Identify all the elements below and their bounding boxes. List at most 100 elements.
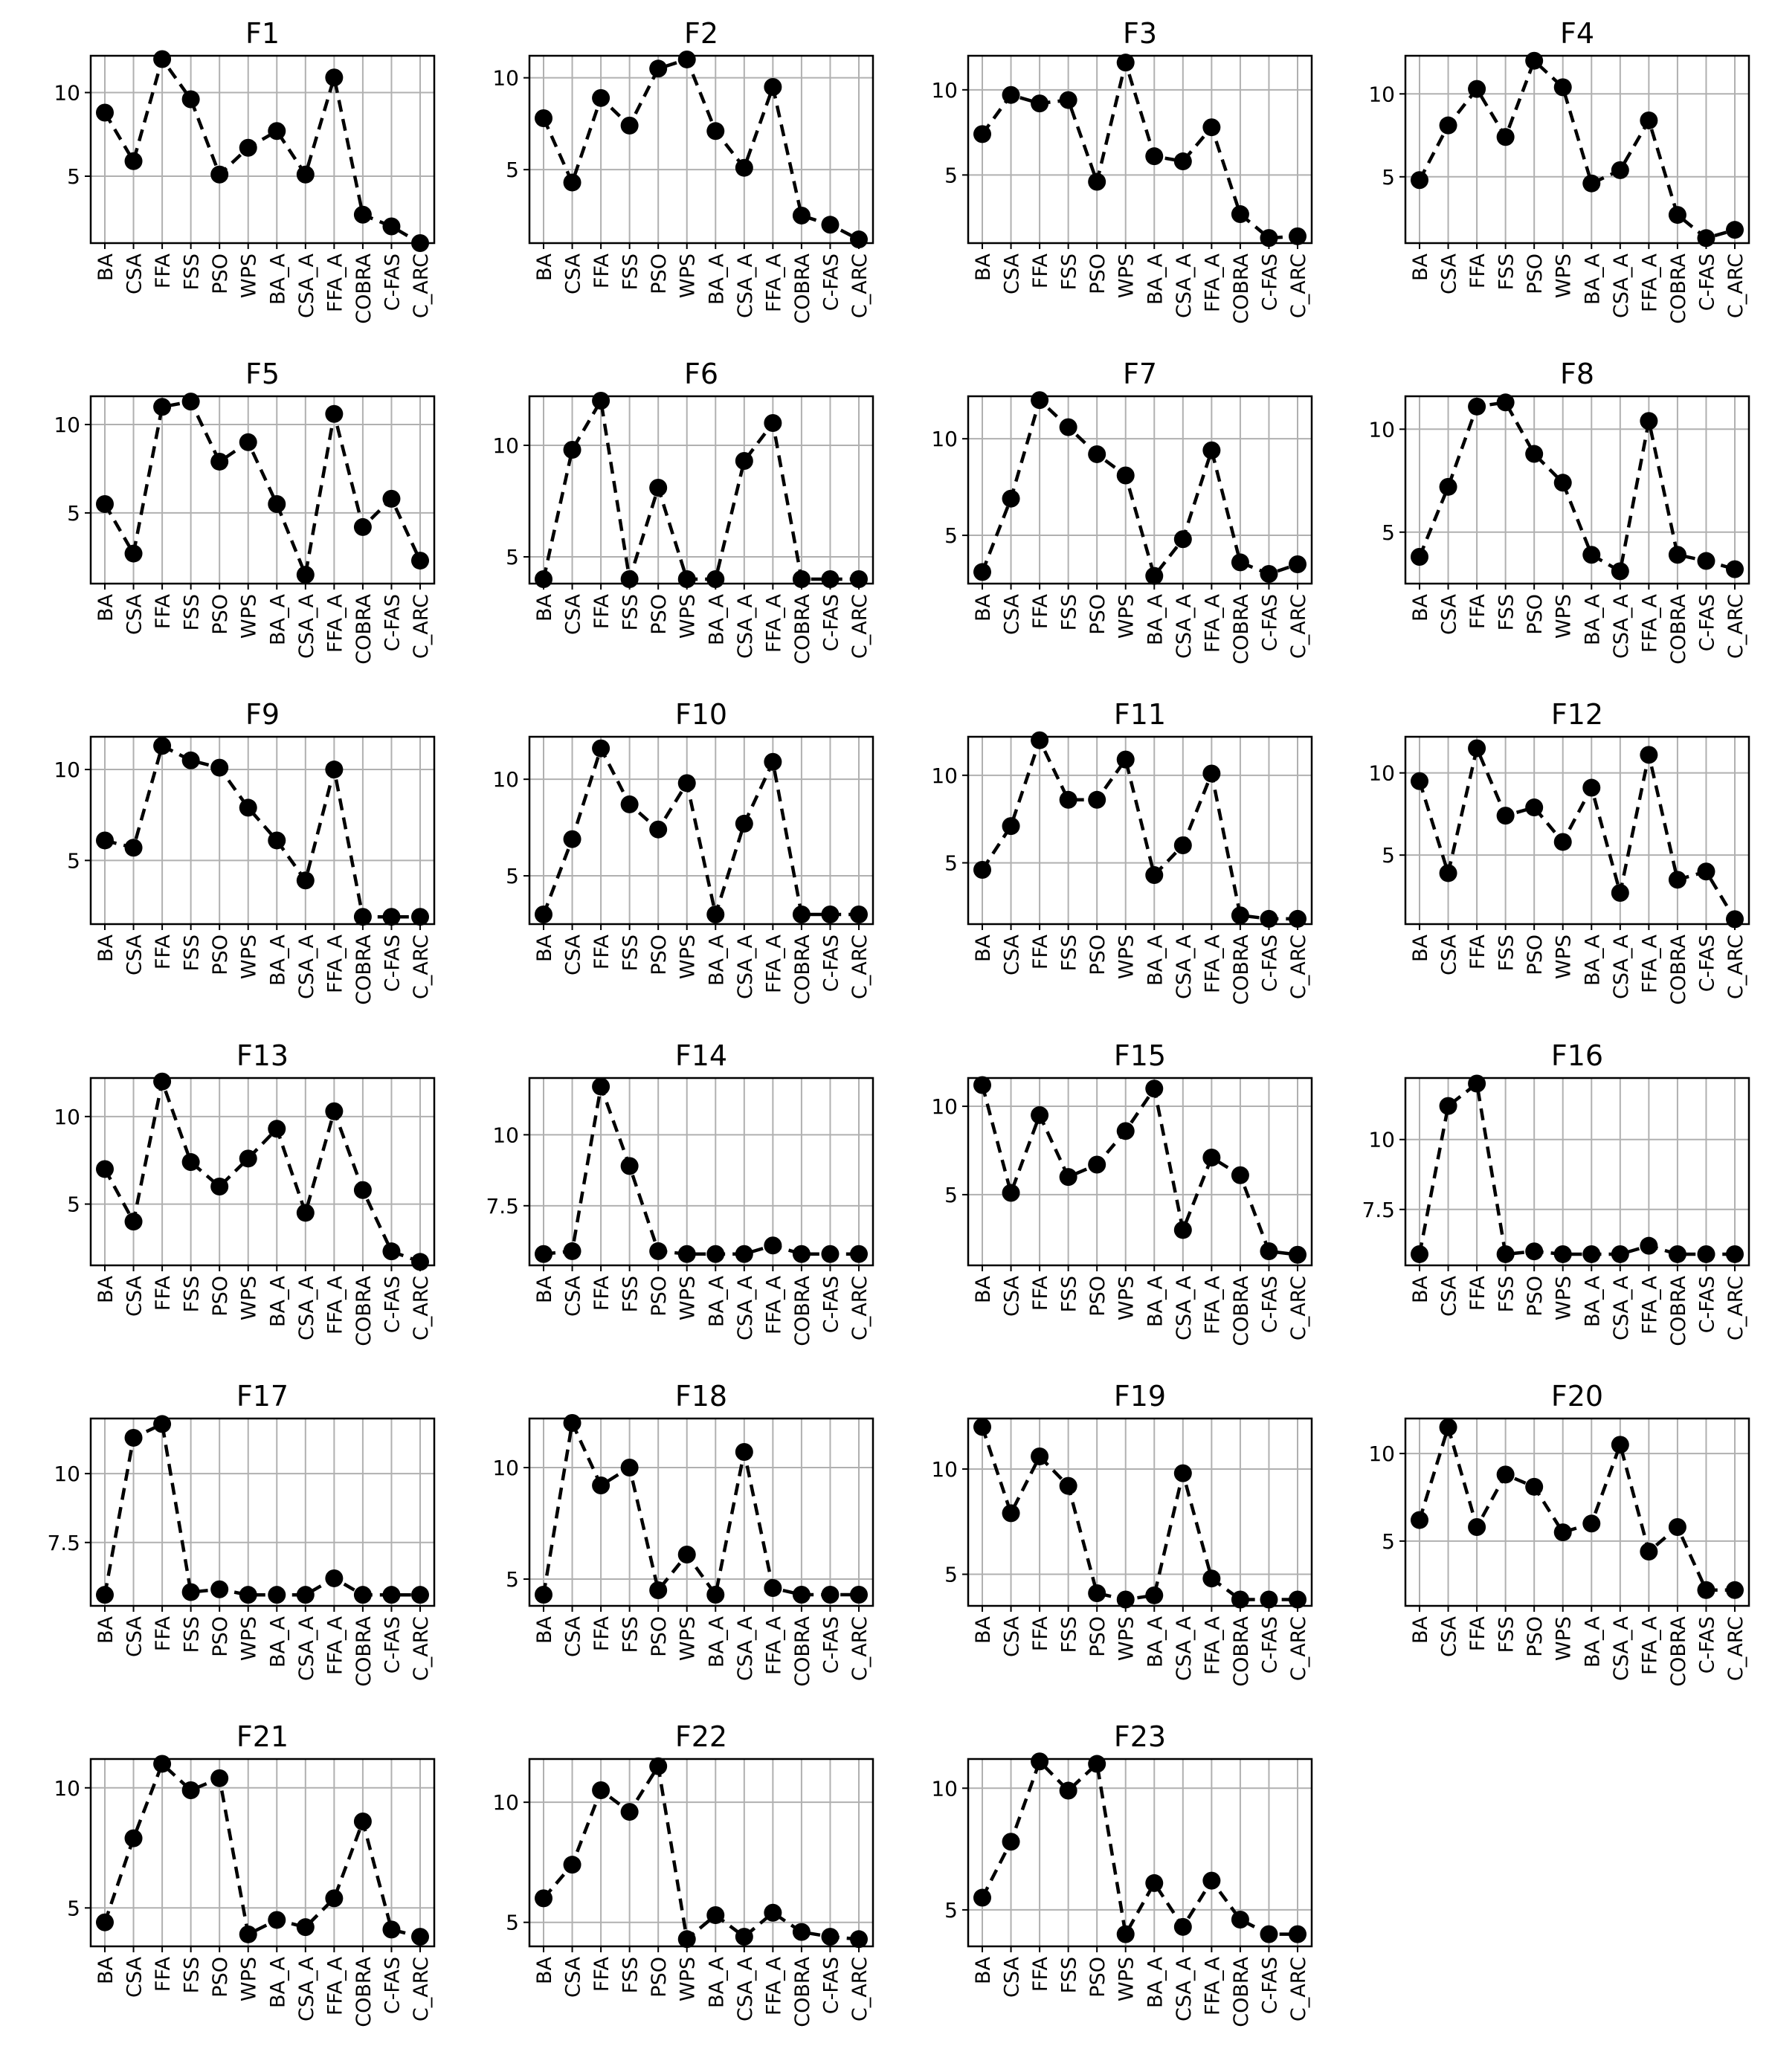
data-point-wps xyxy=(1116,1122,1135,1140)
x-tick-label: CSA xyxy=(123,1956,146,1997)
data-point-ffa_a xyxy=(764,1236,782,1255)
x-tick-label: C-FAS xyxy=(819,254,842,311)
y-tick-label: 5 xyxy=(506,1567,519,1592)
series-line xyxy=(541,743,859,921)
data-point-cobra xyxy=(353,205,372,224)
data-point-pso xyxy=(1525,1477,1544,1496)
data-point-ba xyxy=(1411,171,1428,190)
x-tick-label: FFA xyxy=(1029,253,1052,288)
data-point-csa_a xyxy=(1611,1245,1629,1263)
x-tick-label: PSO xyxy=(209,1957,232,1998)
data-point-fss xyxy=(1496,1465,1515,1484)
x-tick-label: COBRA xyxy=(1230,1616,1253,1686)
plot-frame xyxy=(967,735,1313,926)
data-point-csa_a xyxy=(1173,152,1192,171)
data-point-c_arc xyxy=(411,1253,429,1271)
x-tick-label: BA xyxy=(533,934,556,962)
data-point-csa xyxy=(1002,1833,1020,1851)
data-point-fss xyxy=(181,393,200,411)
plot-frame xyxy=(1404,735,1750,926)
data-point-ba xyxy=(973,125,991,143)
y-tick-label: 10 xyxy=(54,1105,80,1129)
data-point-ba xyxy=(1411,772,1428,790)
data-point-fss xyxy=(620,116,639,135)
x-tick-label: BA xyxy=(94,1956,117,1984)
x-tick-label: C_ARC xyxy=(848,935,871,999)
x-tick-label: CSA xyxy=(1438,1275,1461,1316)
x-tick-label: CSA_A xyxy=(295,1616,318,1680)
x-tick-label: BA xyxy=(94,1275,117,1303)
data-point-cobra xyxy=(1668,871,1686,889)
x-tick-label: CSA xyxy=(1001,1616,1024,1656)
data-point-csa_a xyxy=(735,158,753,177)
data-point-cobra xyxy=(353,908,372,926)
x-tick-label: CSA_A xyxy=(295,253,318,317)
data-point-c_arc xyxy=(1289,227,1307,245)
data-point-csa xyxy=(124,152,143,170)
data-point-ffa xyxy=(1468,1518,1486,1537)
data-point-wps xyxy=(239,1149,257,1168)
data-point-c_arc xyxy=(1726,910,1744,929)
x-tick-label: C_ARC xyxy=(1287,254,1310,318)
x-tick-label: FFA xyxy=(152,1616,175,1651)
y-tick-label: 5 xyxy=(1382,843,1395,868)
data-point-ffa_a xyxy=(1202,1148,1221,1166)
data-point-c-fas xyxy=(821,570,840,588)
x-tick-label: FFA xyxy=(152,1956,175,1992)
data-point-c-fas xyxy=(1260,565,1278,584)
x-tick-label: BA_A xyxy=(1144,1275,1167,1326)
data-point-pso xyxy=(1525,445,1544,463)
data-point-fss xyxy=(1059,91,1077,109)
x-tick-label: C-FAS xyxy=(1695,1276,1718,1333)
x-tick-label: BA_A xyxy=(1581,1275,1604,1326)
data-point-csa_a xyxy=(1611,161,1629,179)
plot-frame xyxy=(1404,1077,1750,1267)
x-tick-label: CSA_A xyxy=(295,1275,318,1340)
x-tick-label: C_ARC xyxy=(410,1276,433,1340)
data-point-csa xyxy=(563,830,581,848)
x-tick-label: C-FAS xyxy=(1258,935,1281,992)
y-tick-label: 5 xyxy=(944,1183,958,1207)
subplot-title: F23 xyxy=(1114,1720,1166,1753)
plot-frame xyxy=(528,1758,874,1948)
x-tick-label: COBRA xyxy=(1667,934,1690,1004)
x-tick-label: WPS xyxy=(677,1616,700,1661)
y-tick-label: 10 xyxy=(54,1776,80,1801)
data-point-c_arc xyxy=(850,570,868,588)
data-point-csa_a xyxy=(735,1245,753,1263)
x-tick-label: CSA_A xyxy=(1173,253,1196,317)
x-tick-label: WPS xyxy=(1115,254,1138,298)
plot-frame xyxy=(1404,395,1750,585)
x-tick-label: FFA_A xyxy=(762,934,785,993)
x-tick-label: BA xyxy=(94,934,117,962)
x-tick-label: WPS xyxy=(677,254,700,298)
x-tick-label: COBRA xyxy=(791,253,814,323)
x-tick-label: CSA xyxy=(123,1616,146,1656)
data-point-c-fas xyxy=(1260,1925,1278,1943)
x-tick-label: FSS xyxy=(1495,935,1518,971)
data-point-ba xyxy=(96,495,114,514)
x-tick-label: WPS xyxy=(1553,254,1576,298)
data-point-csa xyxy=(1439,1097,1457,1115)
x-tick-label: CSA xyxy=(1001,934,1024,975)
data-point-pso xyxy=(649,820,668,839)
y-tick-label: 10 xyxy=(492,433,519,458)
x-tick-label: FSS xyxy=(1058,254,1081,290)
x-tick-label: FFA xyxy=(1029,1616,1052,1651)
x-tick-label: C-FAS xyxy=(1258,1957,1281,2014)
plot-frame xyxy=(89,1077,436,1267)
x-tick-label: C_ARC xyxy=(1287,594,1310,659)
x-tick-label: FFA xyxy=(590,1616,613,1651)
x-tick-label: C-FAS xyxy=(1695,1616,1718,1674)
x-tick-label: BA_A xyxy=(705,1616,728,1667)
data-point-pso xyxy=(649,1581,668,1599)
data-point-ffa xyxy=(592,1781,610,1799)
x-tick-label: BA_A xyxy=(705,593,728,645)
data-point-c_arc xyxy=(850,230,868,249)
data-point-wps xyxy=(1553,474,1572,492)
data-point-fss xyxy=(181,1153,200,1172)
data-point-ba xyxy=(535,109,552,127)
data-point-csa xyxy=(124,839,143,857)
